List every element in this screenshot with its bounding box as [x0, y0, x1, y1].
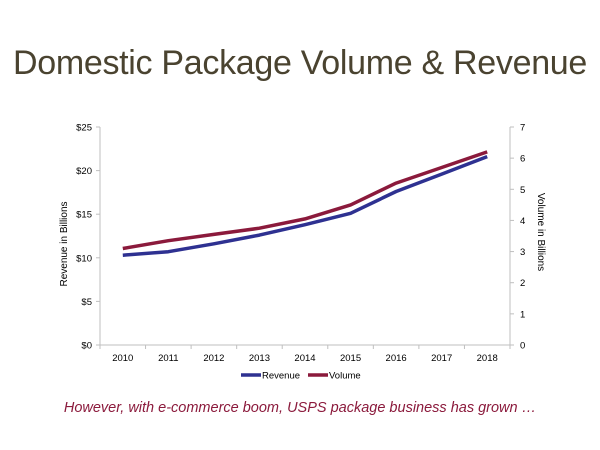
right-tick-label: 5 — [520, 185, 525, 196]
x-axis-ticks: 2010 2011 2012 2013 2014 2015 2016 2017 2018 — [99, 345, 511, 364]
legend-item-volume: Volume — [308, 371, 361, 382]
x-tick-label: 2013 — [249, 353, 270, 364]
left-axis-title: Revenue in Billions — [59, 201, 70, 286]
right-tick-label: 3 — [520, 247, 525, 258]
series-line-volume — [122, 150, 488, 251]
left-axis-ticks: $0 $5 $10 $15 $20 $25 — [76, 123, 100, 352]
right-tick-label: 6 — [520, 154, 525, 165]
left-tick-label: $10 — [76, 253, 92, 264]
legend-item-revenue: Revenue — [241, 371, 300, 382]
chart-axes — [99, 127, 511, 346]
right-tick-label: 4 — [520, 216, 525, 227]
x-tick-label: 2016 — [386, 353, 407, 364]
x-tick-label: 2012 — [203, 353, 224, 364]
left-tick-label: $25 — [76, 123, 92, 134]
right-axis-ticks: 0 1 2 3 4 5 6 7 — [510, 123, 525, 352]
x-tick-label: 2011 — [158, 353, 178, 364]
x-tick-label: 2018 — [477, 353, 498, 364]
x-tick-label: 2015 — [340, 353, 361, 364]
right-tick-label: 7 — [520, 123, 525, 134]
left-tick-label: $5 — [81, 297, 92, 308]
series-lines — [122, 150, 488, 257]
legend-label: Volume — [329, 371, 361, 382]
left-tick-label: $20 — [76, 166, 92, 177]
x-tick-label: 2014 — [294, 353, 315, 364]
chart-legend: Revenue Volume — [241, 371, 361, 382]
legend-label: Revenue — [262, 371, 300, 382]
right-tick-label: 0 — [520, 341, 525, 352]
right-tick-label: 2 — [520, 278, 525, 289]
left-tick-label: $15 — [76, 210, 92, 221]
slide-caption: However, with e-commerce boom, USPS pack… — [63, 400, 537, 416]
series-line-revenue — [122, 154, 488, 257]
right-tick-label: 1 — [520, 309, 525, 320]
x-tick-label: 2017 — [431, 353, 452, 364]
slide-title: Domestic Package Volume & Revenue — [12, 44, 588, 82]
right-axis-title: Volume in Billions — [535, 193, 546, 271]
left-tick-label: $0 — [81, 341, 92, 352]
x-tick-label: 2010 — [112, 353, 133, 364]
